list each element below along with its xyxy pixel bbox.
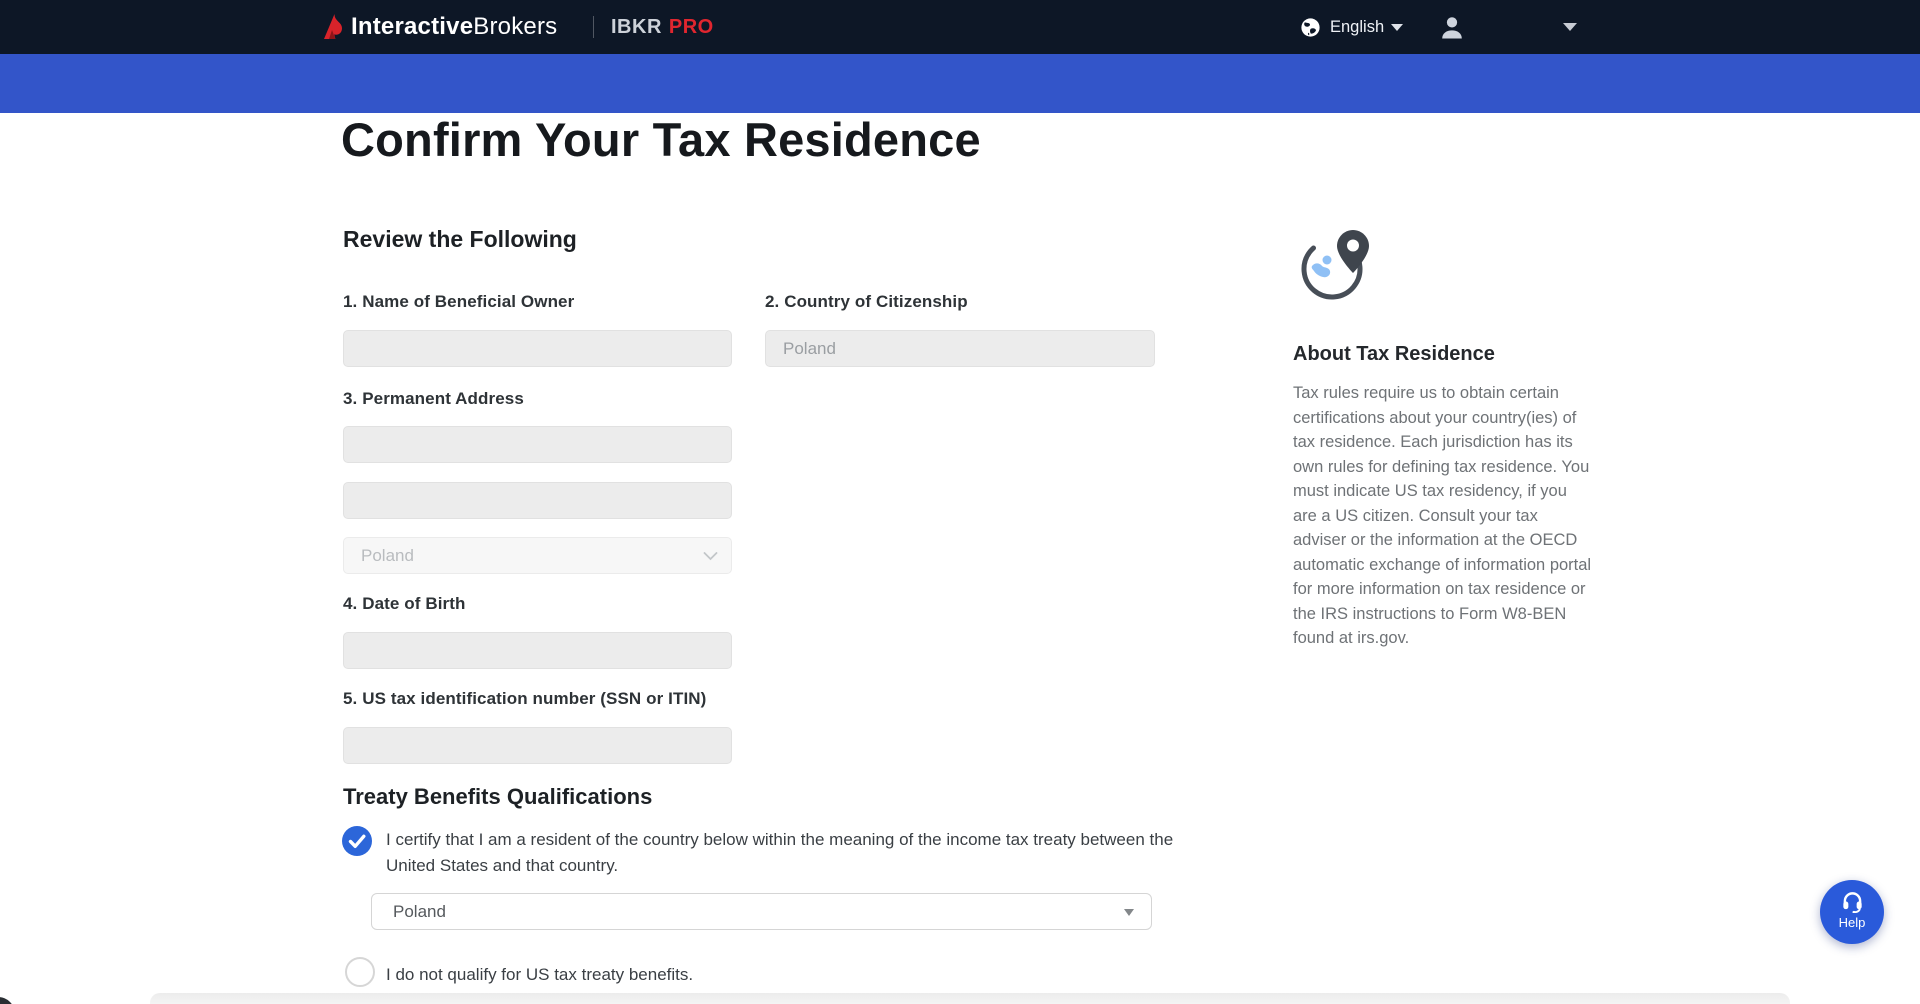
chevron-down-icon bbox=[703, 552, 718, 561]
treaty-no-qualify-radio[interactable] bbox=[345, 957, 375, 987]
treaty-certify-radio[interactable] bbox=[342, 826, 372, 856]
sidebar-heading: About Tax Residence bbox=[1293, 343, 1495, 365]
dob-label: 4. Date of Birth bbox=[343, 594, 466, 613]
step-about-you: About You bbox=[446, 115, 524, 134]
address-label: 3. Permanent Address bbox=[343, 389, 524, 408]
step-dot-about-you bbox=[478, 138, 492, 152]
dob-input[interactable] bbox=[343, 632, 732, 669]
citizenship-label: 2. Country of Citizenship bbox=[765, 292, 968, 311]
address-line2-input[interactable] bbox=[343, 482, 732, 519]
globe-icon bbox=[1301, 17, 1320, 37]
next-section-edge bbox=[150, 993, 1790, 1004]
address-country-value: Poland bbox=[361, 546, 414, 565]
interactive-brokers-logo: InteractiveBrokers bbox=[322, 0, 557, 54]
step-status: Status bbox=[1410, 115, 1460, 134]
address-country-select[interactable]: Poland bbox=[343, 537, 732, 574]
ibkr-pro-badge: IBKR PRO bbox=[611, 15, 714, 38]
help-label: Help bbox=[1838, 915, 1866, 930]
treaty-country-value: Poland bbox=[393, 902, 446, 921]
name-input[interactable] bbox=[343, 330, 732, 367]
step-dot-status bbox=[1428, 138, 1442, 152]
citizenship-value-field: Poland bbox=[765, 330, 1155, 367]
address-line1-input[interactable] bbox=[343, 426, 732, 463]
progress-track-remaining bbox=[960, 143, 1592, 146]
treaty-no-qualify-label[interactable]: I do not qualify for US tax treaty benef… bbox=[386, 965, 694, 984]
ib-flame-icon bbox=[324, 14, 342, 39]
treaty-country-select[interactable]: Poland bbox=[371, 893, 1152, 930]
step-account-setup: Account Setup bbox=[1062, 115, 1174, 134]
caret-down-icon bbox=[1124, 909, 1134, 916]
onboarding-progress-bar: About You Regulatory Account Setup Statu… bbox=[0, 54, 1920, 152]
checkmark-icon bbox=[348, 834, 366, 848]
brand-wordmark: InteractiveBrokers bbox=[351, 13, 558, 40]
section-review-heading: Review the Following bbox=[343, 226, 577, 252]
top-navbar: InteractiveBrokers IBKR PRO English bbox=[0, 0, 1920, 54]
chevron-down-icon bbox=[1391, 23, 1404, 31]
tin-input[interactable] bbox=[343, 727, 732, 764]
sidebar-description: Tax rules require us to obtain certain c… bbox=[1293, 384, 1592, 647]
globe-location-pin-icon bbox=[1301, 230, 1369, 300]
step-regulatory: Regulatory bbox=[757, 115, 847, 134]
help-button[interactable]: Help bbox=[1820, 880, 1884, 944]
header-divider bbox=[593, 16, 594, 38]
header-dropdown-caret[interactable] bbox=[1563, 23, 1577, 31]
language-label: English bbox=[1330, 17, 1385, 36]
bottom-left-corner-widget bbox=[0, 997, 15, 1004]
headset-icon bbox=[1842, 892, 1862, 914]
name-label: 1. Name of Beneficial Owner bbox=[343, 292, 575, 311]
page-title: Confirm Your Tax Residence bbox=[341, 113, 981, 166]
language-selector[interactable]: English bbox=[1299, 0, 1404, 54]
treaty-section-heading: Treaty Benefits Qualifications bbox=[343, 784, 653, 809]
step-dot-regulatory bbox=[795, 138, 809, 152]
account-menu-button[interactable] bbox=[1438, 14, 1466, 42]
progress-track-complete bbox=[328, 143, 960, 146]
tin-label: 5. US tax identification number (SSN or … bbox=[343, 689, 707, 708]
treaty-certify-label[interactable]: I certify that I am a resident of the co… bbox=[386, 830, 1174, 875]
step-dot-account-setup bbox=[1111, 138, 1125, 152]
